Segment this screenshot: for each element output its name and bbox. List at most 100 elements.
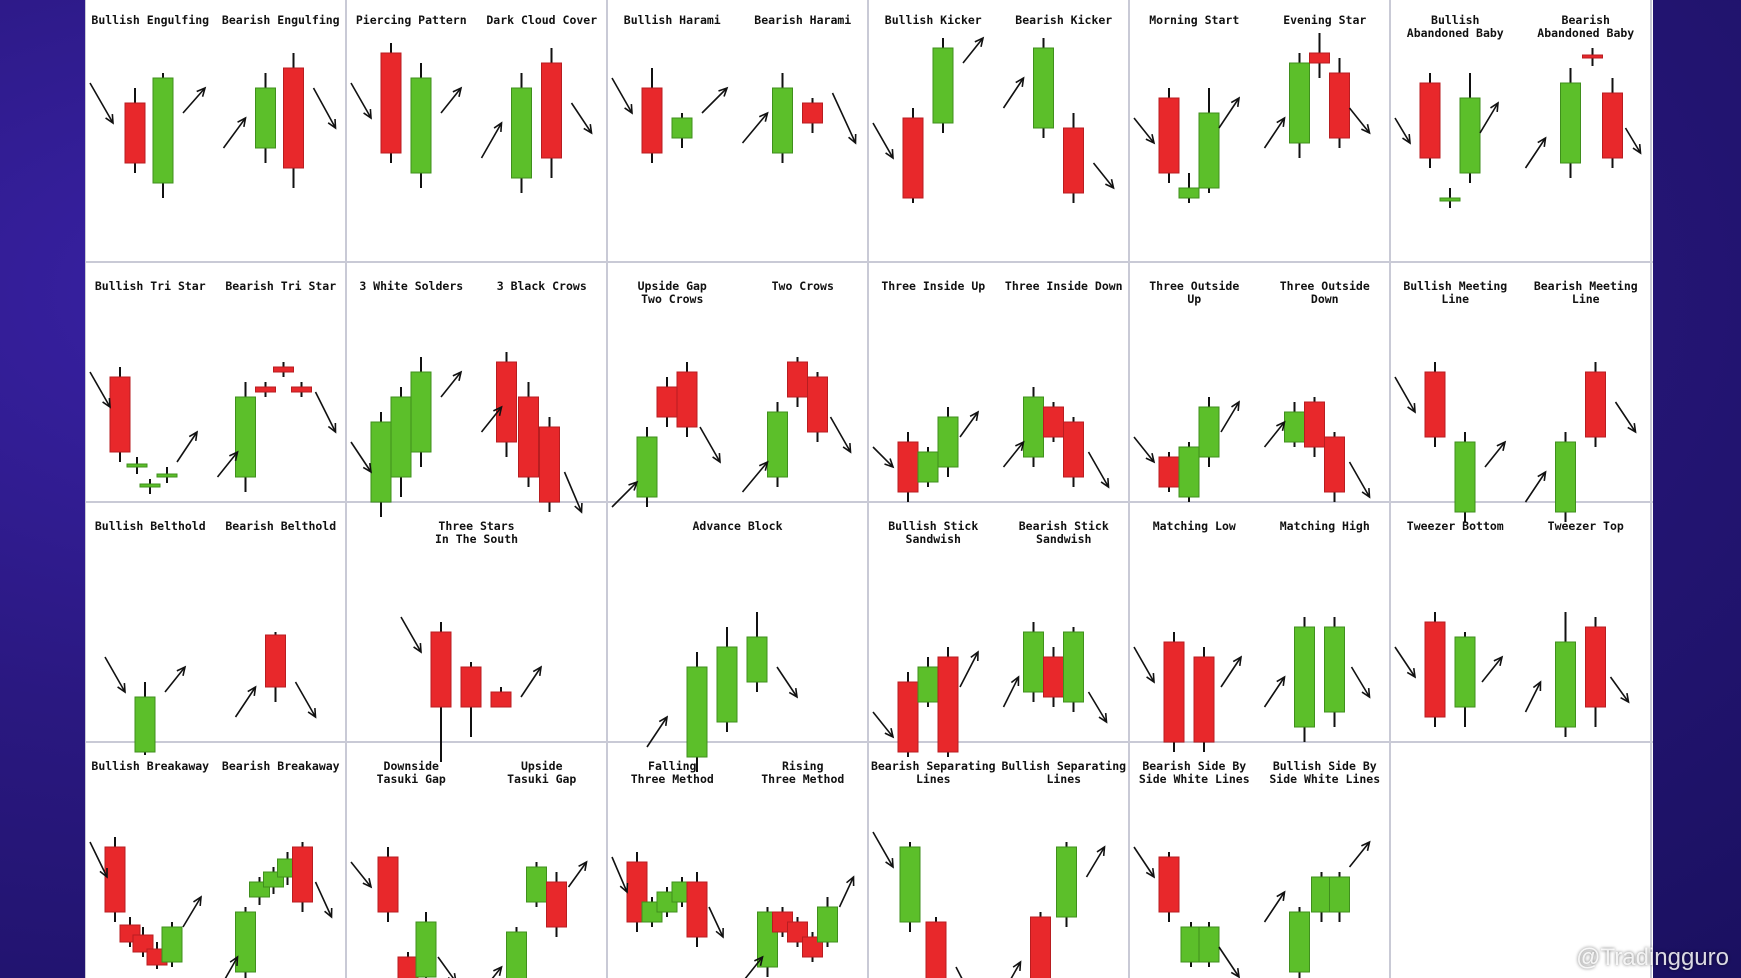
trend-arrow: [1133, 646, 1155, 683]
arrow-head-icon: [413, 642, 422, 654]
label-line: Morning Start: [1149, 13, 1239, 27]
arrow-head-icon: [229, 450, 239, 461]
bullish-stick-sandwich-pattern: [872, 647, 979, 757]
pattern-label: Rising Three Method: [761, 759, 844, 786]
arrow-head-icon: [307, 707, 317, 719]
bullish-candle: [390, 396, 412, 478]
bullish-candle: [817, 906, 838, 943]
arrow-head-icon: [1146, 672, 1155, 684]
trend-arrow: [164, 666, 186, 693]
bearish-separating-lines-pattern: [872, 831, 963, 978]
pattern-label: Bearish Tri Star: [225, 279, 336, 293]
label-line: Bullish Meeting: [1403, 279, 1507, 293]
bullish-meeting-line-pattern: [1394, 362, 1507, 522]
arrow-head-icon: [1145, 867, 1156, 879]
arrow-head-icon: [718, 86, 729, 97]
trend-arrow: [182, 87, 206, 114]
label-line: Piercing Pattern: [356, 13, 467, 27]
arrow-head-icon: [788, 687, 799, 699]
bearish-candle: [430, 631, 452, 708]
bearish-candle: [902, 117, 924, 199]
trend-arrow: [1002, 676, 1020, 708]
bearish-candle: [255, 386, 276, 393]
label-line: Bearish Breakaway: [222, 759, 340, 773]
bearish-candle: [1424, 621, 1446, 718]
label-line: Bullish Harami: [624, 13, 721, 27]
bearish-candle: [1419, 82, 1441, 159]
arrow-head-icon: [715, 927, 724, 939]
matching-low-pattern: [1133, 632, 1243, 752]
trend-arrow: [872, 446, 894, 468]
pattern-label: Bearish Stick Sandwish: [1019, 519, 1109, 546]
arrow-head-icon: [493, 965, 503, 976]
bearish-candle: [686, 881, 708, 938]
arrow-head-icon: [99, 867, 108, 879]
bullish-candle: [899, 846, 921, 923]
arrow-head-icon: [1276, 890, 1286, 902]
bullish-candle: [506, 931, 527, 978]
trend-arrow: [1133, 846, 1155, 878]
bullish-candle: [370, 421, 392, 503]
trend-arrow: [222, 117, 247, 149]
arrow-head-icon: [324, 907, 333, 919]
arrow-head-icon: [624, 103, 633, 115]
bullish-candle: [1198, 406, 1220, 458]
arrow-head-icon: [1230, 96, 1241, 108]
trend-arrow: [1218, 97, 1240, 129]
bearish-candle: [104, 846, 126, 913]
pattern-label: Bullish Kicker: [885, 13, 982, 27]
pattern-label: Bullish Harami: [624, 13, 721, 27]
pattern-label: Advance Block: [692, 519, 782, 533]
bullish-candle: [1178, 446, 1200, 498]
trend-arrow: [1394, 646, 1416, 678]
arrow-head-icon: [884, 458, 895, 469]
bearish-abandoned-baby-pattern: [1524, 48, 1642, 178]
trend-arrow: [1133, 436, 1155, 463]
trend-arrow: [1263, 891, 1286, 923]
trend-arrow: [350, 82, 372, 119]
pattern-label: Downside Tasuki Gap: [377, 759, 446, 786]
bullish-side-by-side-white-lines-pattern: [1263, 840, 1371, 978]
trend-arrow: [182, 896, 202, 928]
trend-arrow: [480, 406, 503, 433]
arrow-head-icon: [1015, 76, 1025, 88]
bearish-belthold-pattern: [234, 632, 317, 719]
trend-arrow: [1394, 117, 1411, 144]
label-line: Bullish Breakaway: [91, 759, 209, 773]
trend-arrow: [1087, 451, 1110, 488]
pattern-label: Upside Gap Two Crows: [638, 279, 707, 306]
arrow-head-icon: [712, 452, 721, 464]
pattern-label: Evening Star: [1283, 13, 1366, 27]
arrow-head-icon: [196, 86, 207, 97]
bearish-engulfing-pattern: [222, 53, 337, 188]
bearish-candle: [265, 634, 286, 688]
trend-arrow: [350, 441, 372, 473]
arrow-head-icon: [1231, 400, 1240, 412]
bullish-candle: [1063, 631, 1084, 703]
bearish-candle: [541, 62, 562, 159]
arrow-head-icon: [758, 460, 769, 471]
arrow-head-icon: [574, 502, 583, 514]
trend-arrow: [1481, 656, 1503, 683]
trend-arrow: [567, 861, 588, 888]
trend-arrow: [1348, 107, 1371, 134]
pattern-label: Bearish Abandoned Baby: [1537, 13, 1634, 40]
trend-arrow: [1609, 676, 1630, 703]
label-line: 3 Black Crows: [497, 279, 587, 293]
tweezer-top-pattern: [1524, 612, 1630, 737]
pattern-label: Bearish Separating Lines: [871, 759, 996, 786]
arrow-head-icon: [619, 882, 629, 894]
bearish-candle: [380, 52, 402, 154]
pattern-label: Three Stars In The South: [435, 519, 518, 546]
arrow-head-icon: [1532, 680, 1542, 692]
trend-arrow: [314, 391, 337, 433]
trend-arrow: [89, 371, 111, 408]
bullish-candle: [410, 77, 432, 174]
bearish-candle: [656, 386, 678, 418]
bearish-candle: [641, 87, 663, 154]
bearish-candle: [807, 376, 828, 433]
label-line: Side White Lines: [1139, 772, 1250, 786]
bullish-kicker-pattern: [872, 36, 985, 203]
bullish-candle: [152, 77, 174, 184]
arrow-head-icon: [842, 442, 852, 454]
